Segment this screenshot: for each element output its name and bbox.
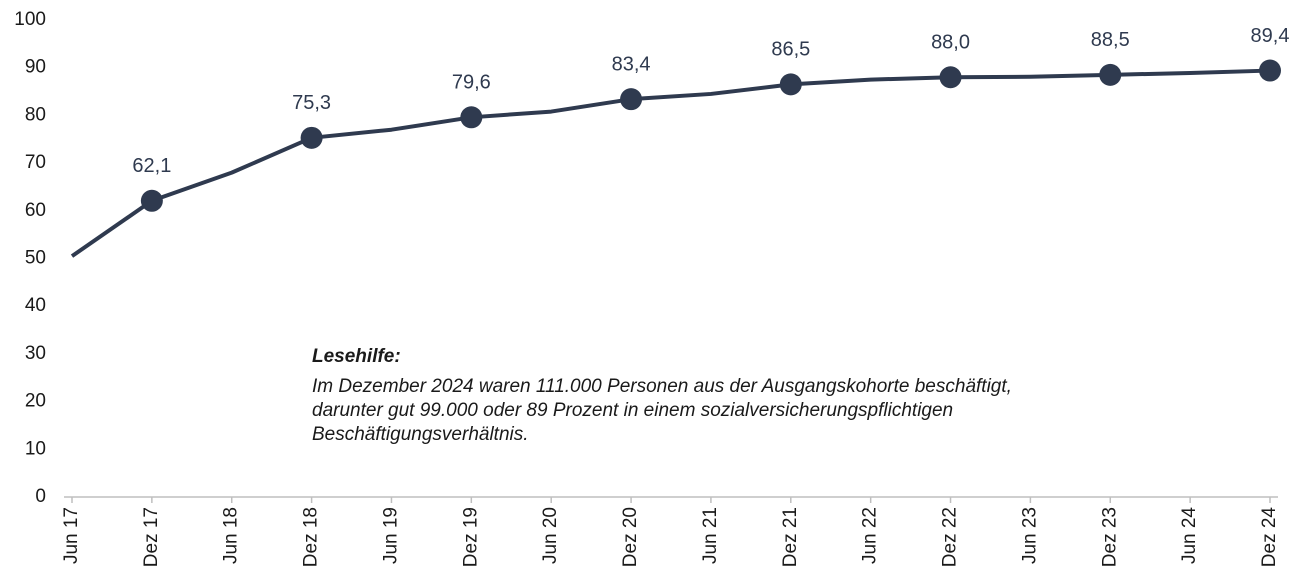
value-label: 89,4: [1251, 25, 1290, 47]
x-tick-label: Dez 22: [940, 507, 961, 567]
value-label: 88,5: [1091, 29, 1130, 51]
x-tick-label: Jun 22: [860, 507, 881, 564]
y-tick-label: 30: [25, 343, 46, 364]
x-tick-label: Jun 21: [700, 507, 721, 564]
x-tick-label: Dez 20: [620, 507, 641, 567]
marker: [300, 126, 323, 149]
value-label: 86,5: [771, 39, 810, 61]
value-label: 79,6: [452, 72, 491, 94]
marker: [1099, 63, 1122, 86]
marker: [1259, 59, 1281, 82]
x-tick-label: Jun 19: [380, 507, 401, 564]
x-tick-label: Jun 23: [1019, 507, 1040, 564]
y-tick-label: 60: [25, 200, 46, 221]
y-tick-label: 70: [25, 152, 46, 173]
x-tick-label: Jun 24: [1179, 507, 1200, 564]
x-tick-label: Dez 23: [1099, 507, 1120, 567]
y-tick-label: 90: [25, 57, 46, 78]
x-tick-label: Dez 21: [780, 507, 801, 567]
marker: [779, 73, 802, 96]
value-label: 88,0: [931, 32, 970, 54]
line: [70, 68, 1271, 258]
marker: [939, 66, 962, 89]
y-tick-label: 10: [25, 438, 46, 459]
annotation-line: darunter gut 99.000 oder 89 Prozent in e…: [312, 400, 953, 421]
x-tick-label: Dez 19: [460, 507, 481, 567]
x-tick-label: Dez 17: [141, 507, 162, 567]
y-tick-label: 80: [25, 104, 46, 125]
value-label: 83,4: [612, 53, 651, 75]
y-tick-label: 50: [25, 248, 46, 269]
value-label: 75,3: [292, 92, 331, 114]
marker: [140, 189, 163, 212]
annotation-line: Beschäftigungsverhältnis.: [312, 424, 529, 445]
x-tick-label: Jun 20: [540, 507, 561, 564]
x-tick-label: Jun 18: [221, 507, 242, 564]
marker: [460, 106, 483, 129]
x-tick-label: Jun 17: [61, 507, 82, 564]
annotation-title: Lesehilfe:: [312, 346, 401, 367]
y-tick-label: 40: [25, 295, 46, 316]
y-tick-label: 100: [14, 9, 46, 30]
x-tick-label: Dez 24: [1259, 507, 1280, 568]
x-tick-label: Dez 18: [301, 507, 322, 567]
value-label: 62,1: [132, 155, 171, 177]
annotation-line: Im Dezember 2024 waren 111.000 Personen …: [312, 376, 1012, 397]
marker: [620, 88, 643, 111]
y-tick-label: 20: [25, 391, 46, 412]
y-tick-label: 0: [35, 486, 46, 507]
